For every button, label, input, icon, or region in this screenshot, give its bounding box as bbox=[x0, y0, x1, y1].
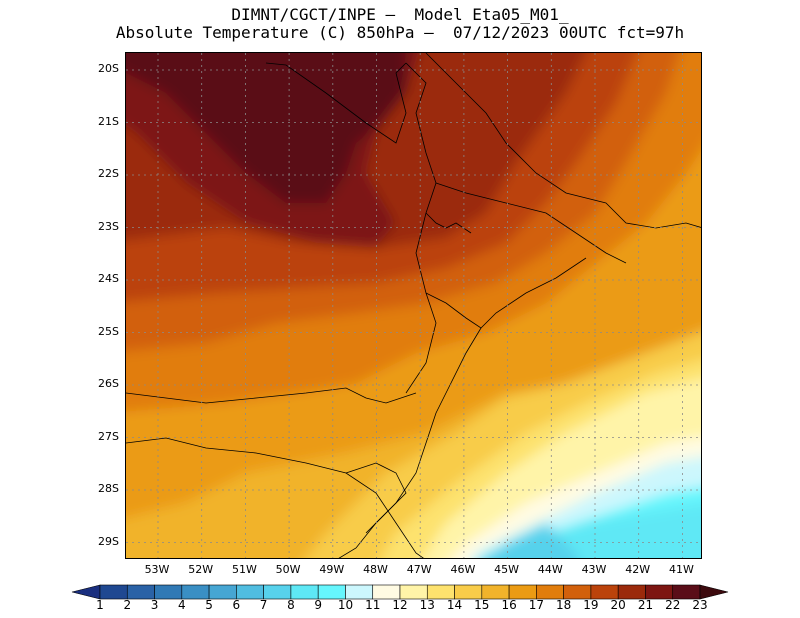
colorbar-label: 2 bbox=[123, 598, 132, 612]
lon-label: 48W bbox=[363, 563, 388, 576]
colorbar-label: 17 bbox=[528, 598, 544, 612]
lon-label: 41W bbox=[668, 563, 694, 576]
colorbar bbox=[71, 584, 729, 600]
colorbar-label: 21 bbox=[637, 598, 654, 612]
colorbar-segment bbox=[645, 584, 674, 600]
colorbar-label: 23 bbox=[692, 598, 708, 612]
colorbar-label: 15 bbox=[474, 598, 490, 612]
lon-label: 53W bbox=[144, 563, 170, 576]
lon-label: 43W bbox=[581, 563, 607, 576]
lon-label: 45W bbox=[494, 563, 520, 576]
colorbar-segment bbox=[672, 584, 701, 600]
lon-label: 47W bbox=[406, 563, 432, 576]
lon-label: 49W bbox=[319, 563, 345, 576]
lon-label: 51W bbox=[231, 563, 257, 576]
colorbar-label: 1 bbox=[96, 598, 104, 612]
colorbar-segment bbox=[536, 584, 564, 600]
colorbar-segment bbox=[317, 584, 346, 600]
colorbar-label: 12 bbox=[392, 598, 408, 612]
colorbar-segment bbox=[481, 584, 510, 600]
colorbar-segment bbox=[399, 584, 428, 600]
colorbar-label: 22 bbox=[665, 598, 681, 612]
colorbar-label: 16 bbox=[501, 598, 517, 612]
colorbar-segment bbox=[617, 584, 646, 600]
colorbar-segment bbox=[345, 584, 374, 600]
lat-label: 23S bbox=[98, 219, 119, 233]
colorbar-segment bbox=[263, 584, 292, 600]
colorbar-segment bbox=[181, 584, 210, 600]
temperature-field bbox=[126, 53, 701, 558]
colorbar-label: 3 bbox=[150, 598, 159, 612]
lat-label: 25S bbox=[98, 324, 119, 338]
colorbar-segment bbox=[154, 584, 183, 600]
colorbar-segment bbox=[126, 584, 155, 600]
colorbar-label: 5 bbox=[205, 598, 213, 612]
colorbar-segment bbox=[290, 584, 319, 600]
colorbar-label: 7 bbox=[259, 598, 268, 612]
colorbar-arrow-low bbox=[71, 584, 101, 600]
colorbar-label: 6 bbox=[232, 598, 241, 612]
colorbar-segment bbox=[99, 584, 128, 600]
lon-label: 52W bbox=[188, 563, 214, 576]
lat-label: 26S bbox=[98, 377, 119, 390]
colorbar-label: 4 bbox=[177, 598, 186, 612]
colorbar-segment bbox=[454, 584, 483, 600]
lon-label: 42W bbox=[625, 563, 651, 576]
colorbar-segment bbox=[372, 584, 401, 600]
colorbar-label: 19 bbox=[583, 598, 599, 612]
lat-label: 22S bbox=[98, 167, 119, 180]
lon-label: 50W bbox=[275, 563, 301, 576]
colorbar-label: 18 bbox=[555, 598, 572, 612]
lat-label: 24S bbox=[98, 272, 119, 285]
lon-label: 44W bbox=[537, 563, 563, 576]
colorbar-label: 9 bbox=[314, 598, 322, 612]
coastline-borders bbox=[126, 53, 701, 558]
colorbar-segment bbox=[563, 584, 592, 600]
colorbar-segment bbox=[590, 584, 619, 600]
colorbar-label: 11 bbox=[365, 598, 381, 612]
colorbar-segment bbox=[426, 584, 455, 600]
colorbar-label: 20 bbox=[610, 598, 626, 612]
colorbar-segment bbox=[208, 584, 237, 600]
graticule bbox=[126, 53, 701, 558]
colorbar-segment bbox=[508, 584, 537, 600]
lat-label: 20S bbox=[98, 62, 119, 75]
colorbar-label: 14 bbox=[446, 598, 463, 612]
lat-label: 27S bbox=[98, 429, 119, 443]
colorbar-segment bbox=[236, 584, 264, 600]
lat-label: 29S bbox=[98, 534, 119, 548]
colorbar-arrow-high bbox=[699, 584, 729, 600]
lat-label: 21S bbox=[98, 114, 119, 128]
title-line-1: DIMNT/CGCT/INPE – Model Eta05_M01_ bbox=[231, 5, 569, 24]
title-line-2: Absolute Temperature (C) 850hPa – 07/12/… bbox=[115, 23, 685, 42]
temperature-map bbox=[125, 52, 702, 559]
colorbar-label: 10 bbox=[337, 598, 354, 612]
lat-label: 28S bbox=[98, 482, 119, 495]
colorbar-label: 13 bbox=[419, 598, 435, 612]
colorbar-label: 8 bbox=[287, 598, 295, 612]
lon-label: 46W bbox=[450, 563, 476, 576]
